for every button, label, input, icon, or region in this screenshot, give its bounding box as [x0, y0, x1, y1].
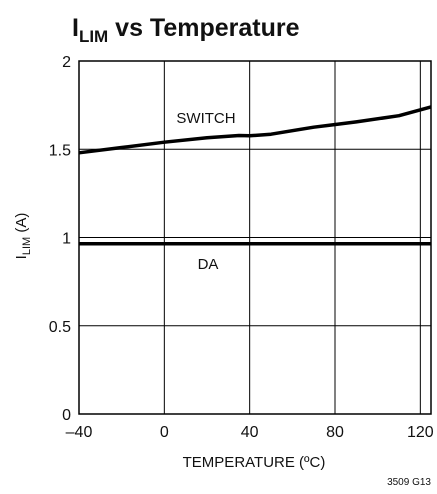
y-tick-label: 2: [62, 54, 71, 71]
y-axis-label: ILIM (A): [13, 213, 33, 260]
plot-frame: [78, 60, 432, 415]
x-tick-label: 0: [160, 424, 169, 441]
x-tick-label: 80: [326, 424, 344, 441]
y-tick-label: 0.5: [49, 319, 71, 336]
chart-title-subscript: LIM: [79, 27, 108, 46]
chart-title: ILIM vs Temperature: [72, 14, 300, 46]
x-tick-label: 120: [407, 424, 434, 441]
chart-title-rest: vs Temperature: [108, 14, 299, 42]
series-label-switch: SWITCH: [176, 110, 235, 127]
x-tick-label: 40: [241, 424, 259, 441]
y-tick-label: 0: [62, 407, 71, 424]
x-axis-label: TEMPERATURE (ºC): [183, 454, 326, 471]
series-label-da: DA: [198, 256, 219, 273]
x-tick-label: –40: [66, 424, 93, 441]
y-axis-label-subscript: LIM: [21, 237, 33, 255]
series-lines: [78, 105, 432, 246]
chart-title-main: I: [72, 14, 79, 42]
grid-lines: [79, 61, 431, 414]
series-line-switch: [78, 105, 432, 155]
figure-reference: 3509 G13: [387, 477, 431, 488]
y-axis-label-main: I: [13, 255, 30, 259]
y-tick-label: 1.5: [49, 142, 71, 159]
y-tick-label: 1: [62, 231, 71, 248]
y-axis-label-rest: (A): [13, 213, 30, 237]
